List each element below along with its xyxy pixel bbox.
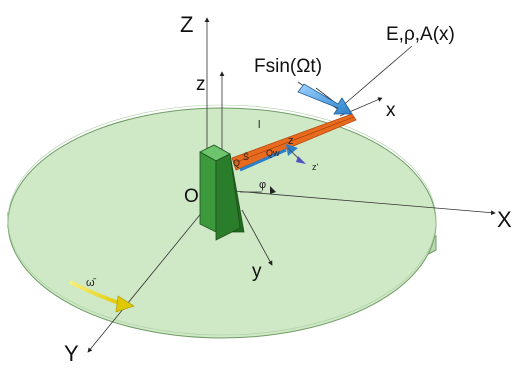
label-y-axis: y	[252, 261, 262, 282]
label-S-vec: S̄	[243, 152, 249, 162]
block-front	[199, 151, 217, 233]
Y-axis-line	[87, 199, 213, 353]
shear-arrow-head	[286, 144, 298, 156]
force-arrow	[297, 83, 353, 115]
label-Q-vec: Q	[233, 158, 240, 168]
label-X-axis: X	[497, 207, 512, 232]
label-phi: φ	[259, 179, 266, 191]
label-local-z: z	[196, 74, 206, 95]
shear-arrow	[239, 148, 287, 172]
label-Z-axis: Z	[180, 12, 193, 37]
label-omega: ω̄	[86, 277, 97, 289]
label-force: Fsin(Ωt)	[254, 56, 322, 77]
omega-arrow-head	[115, 295, 135, 313]
label-Y-axis: Y	[64, 341, 79, 366]
z-prime-arrow-head	[296, 156, 306, 164]
label-z-local-beam: z	[288, 135, 294, 147]
phi-arrow-head	[270, 186, 276, 194]
label-Qw: Qw	[266, 148, 280, 158]
beam-centerline	[233, 116, 355, 164]
label-z-prime: z'	[312, 162, 319, 172]
label-origin: O	[184, 186, 199, 207]
label-length: l	[258, 119, 260, 131]
X-axis-line	[221, 189, 496, 216]
label-x-axis: x	[386, 100, 396, 121]
props-leader-line	[339, 45, 413, 109]
block-side-face	[215, 153, 241, 241]
label-props: E,ρ,A(x)	[386, 24, 455, 45]
local-y-axis-line	[241, 209, 273, 266]
